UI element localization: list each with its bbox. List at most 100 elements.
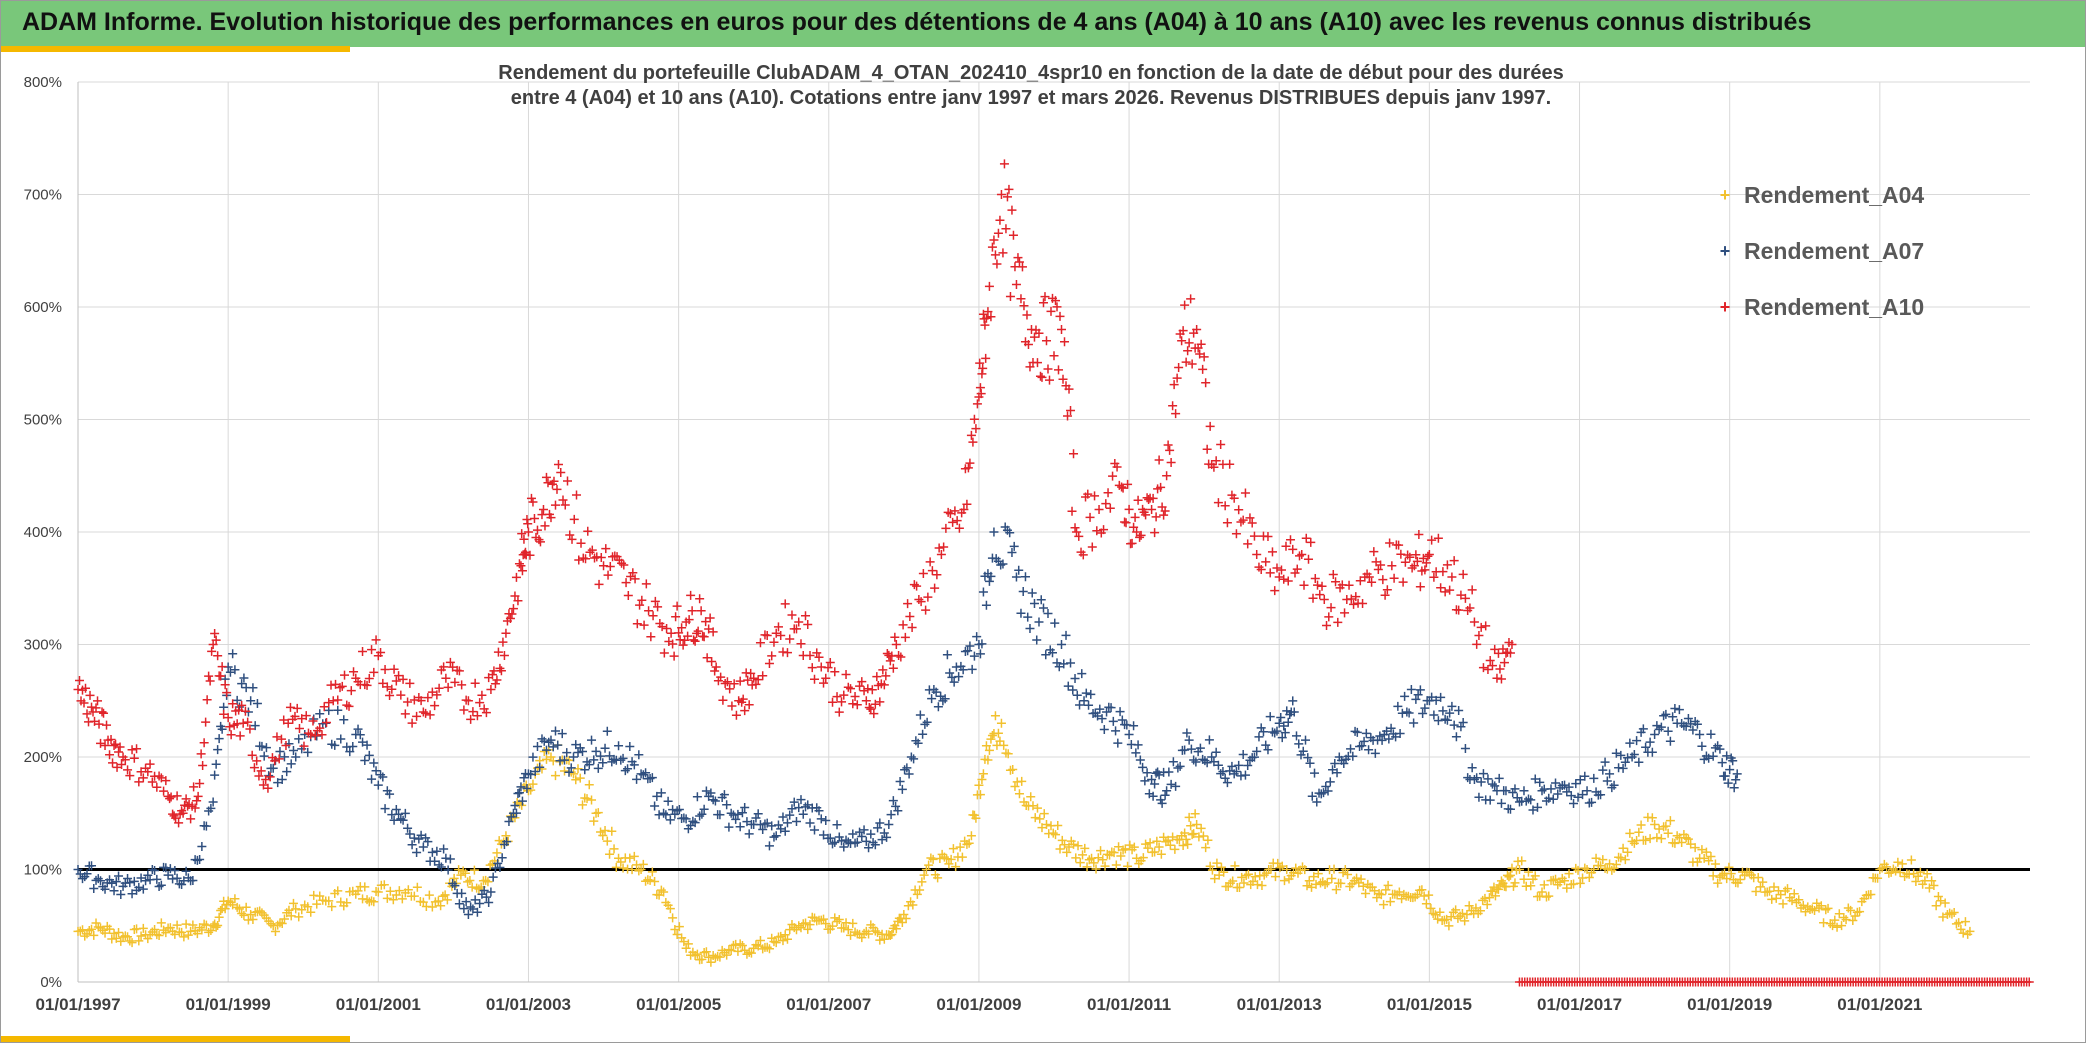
point-a10 bbox=[249, 763, 259, 773]
point-a10 bbox=[695, 594, 705, 604]
point-a10 bbox=[147, 777, 157, 787]
point-a04 bbox=[977, 775, 987, 785]
point-a10 bbox=[581, 554, 591, 564]
x-tick-label: 01/01/2015 bbox=[1387, 995, 1472, 1014]
point-a10 bbox=[1400, 557, 1410, 567]
point-a10 bbox=[511, 572, 521, 582]
point-a10 bbox=[457, 680, 467, 690]
point-a04 bbox=[91, 918, 101, 928]
x-tick-label: 01/01/2007 bbox=[786, 995, 871, 1014]
y-tick-label: 200% bbox=[24, 749, 62, 766]
point-a10 bbox=[1380, 590, 1390, 600]
point-a10 bbox=[1181, 357, 1191, 367]
point-a04 bbox=[1145, 838, 1155, 848]
point-a04 bbox=[541, 754, 551, 764]
point-a07 bbox=[895, 777, 905, 787]
point-a10 bbox=[881, 671, 891, 681]
point-a04 bbox=[1954, 918, 1964, 928]
point-a04 bbox=[1062, 847, 1072, 857]
point-a07 bbox=[1310, 768, 1320, 778]
point-a10 bbox=[569, 514, 579, 524]
point-a07 bbox=[1620, 757, 1630, 767]
point-a10 bbox=[894, 650, 904, 660]
point-a10 bbox=[653, 602, 663, 612]
point-a04 bbox=[571, 775, 581, 785]
point-a10 bbox=[434, 683, 444, 693]
point-a10 bbox=[1429, 572, 1439, 582]
point-a10 bbox=[1013, 253, 1023, 263]
legend-item-a07[interactable]: + Rendement_A07 bbox=[1716, 234, 1925, 268]
point-a07 bbox=[129, 876, 139, 886]
legend-item-a04[interactable]: + Rendement_A04 bbox=[1716, 178, 1925, 212]
point-a10 bbox=[1156, 482, 1166, 492]
point-a07 bbox=[636, 769, 646, 779]
point-a07 bbox=[625, 742, 635, 752]
point-a10 bbox=[1326, 603, 1336, 613]
point-a10 bbox=[975, 383, 985, 393]
legend-item-a10[interactable]: + Rendement_A10 bbox=[1716, 290, 1925, 324]
point-a10 bbox=[971, 424, 981, 434]
point-a04 bbox=[1035, 814, 1045, 824]
point-a10 bbox=[941, 523, 951, 533]
point-a04 bbox=[279, 914, 289, 924]
point-a04 bbox=[1537, 887, 1547, 897]
point-a07 bbox=[1578, 790, 1588, 800]
point-a07 bbox=[217, 724, 227, 734]
point-a07 bbox=[623, 764, 633, 774]
point-a10 bbox=[637, 595, 647, 605]
point-a10 bbox=[855, 681, 865, 691]
point-a10 bbox=[701, 617, 711, 627]
point-a10 bbox=[274, 754, 284, 764]
point-a10 bbox=[762, 631, 772, 641]
point-a10 bbox=[1178, 326, 1188, 336]
point-a07 bbox=[931, 687, 941, 697]
point-a04 bbox=[1810, 906, 1820, 916]
point-a04 bbox=[1771, 893, 1781, 903]
point-a04 bbox=[990, 711, 1000, 721]
point-a07 bbox=[875, 818, 885, 828]
point-a10 bbox=[1436, 583, 1446, 593]
point-a07 bbox=[403, 823, 413, 833]
point-a04 bbox=[1014, 789, 1024, 799]
point-a07 bbox=[1580, 771, 1590, 781]
point-a10 bbox=[1369, 547, 1379, 557]
point-a07 bbox=[1350, 726, 1360, 736]
point-a07 bbox=[737, 808, 747, 818]
point-a10 bbox=[520, 549, 530, 559]
point-a10 bbox=[425, 710, 435, 720]
point-a07 bbox=[1447, 701, 1457, 711]
point-a07 bbox=[796, 795, 806, 805]
point-a10 bbox=[270, 756, 280, 766]
point-a04 bbox=[1787, 896, 1797, 906]
point-a07 bbox=[1625, 738, 1635, 748]
point-a07 bbox=[733, 809, 743, 819]
point-a04 bbox=[1832, 922, 1842, 932]
point-a04 bbox=[449, 873, 459, 883]
point-a07 bbox=[373, 780, 383, 790]
point-a10 bbox=[572, 490, 582, 500]
point-a04 bbox=[483, 877, 493, 887]
point-a10 bbox=[574, 555, 584, 565]
point-a07 bbox=[584, 760, 594, 770]
point-a10 bbox=[1120, 517, 1130, 527]
point-a07 bbox=[891, 801, 901, 811]
point-a04 bbox=[1082, 862, 1092, 872]
point-a07 bbox=[1034, 617, 1044, 627]
point-a04 bbox=[1181, 834, 1191, 844]
point-a04 bbox=[1309, 872, 1319, 882]
point-a04 bbox=[762, 942, 772, 952]
point-a04 bbox=[442, 895, 452, 905]
point-a04 bbox=[951, 862, 961, 872]
point-a10 bbox=[82, 709, 92, 719]
point-a10 bbox=[843, 682, 853, 692]
point-a10 bbox=[1490, 644, 1500, 654]
point-a04 bbox=[926, 853, 936, 863]
point-a04 bbox=[87, 924, 97, 934]
point-a04 bbox=[987, 731, 997, 741]
point-a10 bbox=[1427, 535, 1437, 545]
point-a04 bbox=[1753, 872, 1763, 882]
point-a10 bbox=[744, 700, 754, 710]
point-a10 bbox=[773, 622, 783, 632]
point-a10 bbox=[1209, 462, 1219, 472]
point-a07 bbox=[1086, 689, 1096, 699]
